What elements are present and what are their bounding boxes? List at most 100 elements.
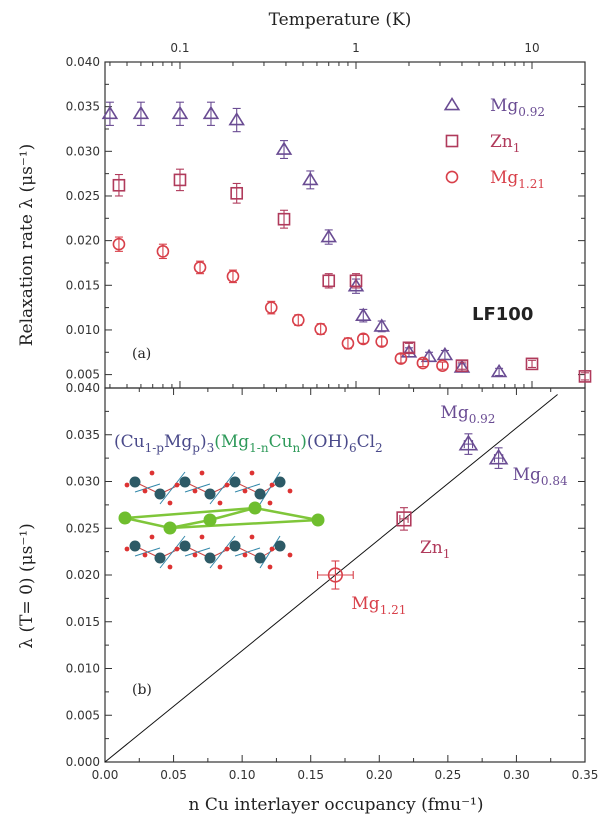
panel-a-point-triangle: [228, 112, 245, 126]
interlayer-bond: [169, 518, 319, 530]
top-axis-tick-label: 1: [352, 41, 360, 55]
panel-a: 0.1 1 10 0.005 0.010 0.015 0.020 0.025 0.030 0.03…: [66, 41, 592, 389]
panel-b-x-tick-label: 0.35: [572, 768, 599, 782]
panel-b-x-tick-label: 0.25: [434, 768, 461, 782]
panel-b-y-tick-label: 0.010: [66, 662, 100, 676]
point-label: Mg0.92: [440, 403, 495, 426]
o-atom: [192, 552, 198, 558]
panel-b: 0.00 0.05 0.10 0.15 0.20 0.25 0.30 0.35 0.000 0.0…: [66, 381, 599, 782]
panel-a-point-square: [525, 357, 539, 371]
panel-a-y-tick-label: 0.025: [66, 189, 100, 203]
o-atom: [124, 482, 130, 488]
panel-b-marks: (Cu1-pMgp)3(Mg1-nCun)(OH)6Cl2 Mg0.92 Mg0.8…: [104, 394, 568, 763]
o-atom: [287, 552, 293, 558]
panel-a-point-triangle: [355, 307, 372, 322]
panel-a-point-triangle: [400, 344, 418, 358]
top-axis-tick-label: 0.1: [170, 41, 189, 55]
panel-b-label: (b): [132, 682, 152, 698]
bond: [209, 471, 236, 505]
panel-b-axes: 0.00 0.05 0.10 0.15 0.20 0.25 0.30 0.35 0.000 0.0…: [66, 381, 599, 782]
panel-a-y-tick-label: 0.040: [66, 55, 100, 69]
panel-a-point-circle: [341, 337, 355, 350]
legend-marker-square: [445, 134, 459, 148]
panel-a-marks: Mg0.92 Zn1 Mg1.21: [101, 96, 592, 383]
cu-atom: [229, 476, 241, 488]
cu-atom: [229, 540, 241, 552]
o-atom: [242, 552, 248, 558]
fit-line: [104, 394, 558, 763]
panel-a-point-triangle: [490, 363, 508, 378]
o-atom: [174, 482, 180, 488]
o-atom: [217, 500, 223, 506]
cu-atom: [154, 488, 166, 500]
cu-atom: [129, 540, 141, 552]
cu-atom: [129, 476, 141, 488]
o-atom: [217, 564, 223, 570]
legend-label: Zn1: [490, 132, 520, 155]
panel-a-point-square: [455, 359, 469, 372]
interlayer-atom: [203, 513, 217, 527]
panel-b-y-tick-label: 0.040: [66, 381, 100, 395]
o-atom: [242, 488, 248, 494]
interlayer-bond: [124, 506, 256, 520]
legend-marker-circle: [445, 170, 459, 184]
o-atom: [149, 470, 155, 476]
cu-atom: [254, 552, 266, 564]
interlayer-atom: [248, 501, 262, 515]
panel-b-y-tick-label: 0.005: [66, 708, 100, 722]
o-atom: [199, 470, 205, 476]
panel-a-point-triangle: [320, 229, 337, 243]
cu-atom: [274, 540, 286, 552]
bond: [259, 535, 281, 569]
bond: [134, 483, 161, 493]
panel-a-y-tick-label: 0.010: [66, 323, 100, 337]
panel-a-point-triangle: [132, 105, 150, 120]
o-atom: [167, 500, 173, 506]
panel-a-point-square: [402, 341, 416, 355]
panel-b-point-triangle: [488, 448, 509, 465]
top-axis-tick-label: 10: [524, 41, 539, 55]
bond: [159, 471, 186, 505]
panel-a-label: (a): [132, 346, 151, 362]
panel-a-y-tick-label: 0.015: [66, 278, 100, 292]
o-atom: [224, 546, 230, 552]
panel-a-point-triangle: [171, 105, 189, 120]
panel-a-point-circle: [436, 359, 449, 372]
panel-a-point-circle: [156, 245, 170, 258]
cu-atom: [274, 476, 286, 488]
o-atom: [269, 546, 275, 552]
o-atom: [249, 470, 255, 476]
panel-a-point-circle: [226, 270, 240, 283]
cu-atom: [179, 540, 191, 552]
panel-a-point-square: [578, 370, 592, 383]
panel-a-y-tick-label: 0.035: [66, 100, 100, 114]
panel-a-point-triangle: [373, 318, 390, 332]
o-atom: [267, 500, 273, 506]
panel-a-point-triangle: [101, 105, 119, 120]
o-atom: [142, 552, 148, 558]
bond: [184, 483, 211, 493]
o-atom: [124, 546, 130, 552]
panel-b-y-tick-label: 0.020: [66, 568, 100, 582]
cu-atom: [204, 552, 216, 564]
o-atom: [149, 534, 155, 540]
panel-a-point-circle: [375, 335, 389, 348]
panel-a-y-axis-title: Relaxation rate λ (μs⁻¹): [17, 144, 37, 347]
bond: [184, 547, 211, 557]
panel-a-point-square: [112, 178, 126, 192]
cu-atom: [154, 552, 166, 564]
panel-b-x-tick-label: 0.00: [92, 768, 119, 782]
panel-b-y-tick-label: 0.035: [66, 428, 100, 442]
panel-a-point-triangle: [202, 105, 220, 120]
point-label: Zn1: [420, 538, 450, 561]
o-atom: [249, 534, 255, 540]
panel-a-point-triangle: [302, 171, 319, 186]
top-axis-title: Temperature (K): [269, 10, 412, 30]
panel-a-point-square: [173, 173, 187, 187]
panel-a-y-tick-label: 0.005: [66, 368, 100, 382]
panel-a-point-triangle: [420, 348, 438, 363]
interlayer-atom: [163, 521, 177, 535]
panel-a-point-circle: [291, 313, 305, 327]
panel-a-point-circle: [314, 322, 328, 336]
o-atom: [174, 546, 180, 552]
